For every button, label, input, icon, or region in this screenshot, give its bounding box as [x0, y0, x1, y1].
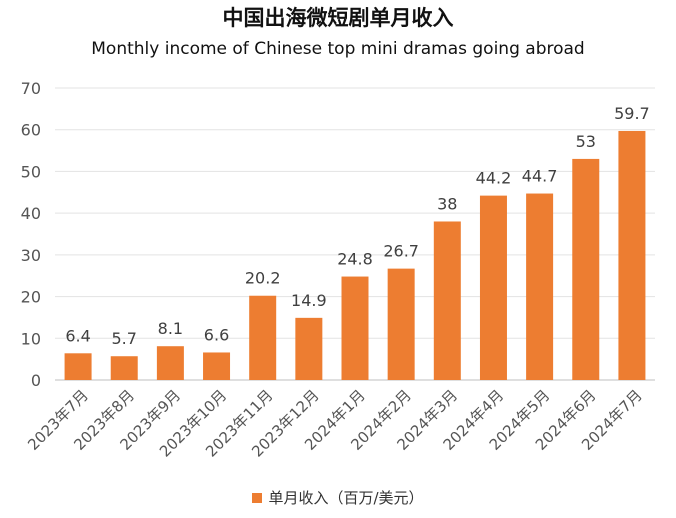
legend-swatch — [252, 492, 263, 503]
chart-title: 中国出海微短剧单月收入 — [222, 6, 454, 30]
y-tick-label: 30 — [21, 246, 41, 265]
data-label: 6.6 — [204, 325, 229, 344]
bar — [203, 352, 231, 380]
data-label: 14.9 — [291, 291, 327, 310]
y-axis-ticks: 0 10 20 30 40 50 60 70 — [21, 79, 41, 390]
bar — [387, 268, 415, 380]
bar — [295, 317, 323, 380]
bar — [156, 346, 184, 380]
y-tick-label: 40 — [21, 204, 41, 223]
y-tick-label: 60 — [21, 121, 41, 140]
y-tick-label: 20 — [21, 288, 41, 307]
bars — [64, 130, 646, 380]
data-label: 53 — [576, 132, 596, 151]
bar — [479, 195, 507, 380]
data-label: 20.2 — [245, 269, 281, 288]
legend-label: 单月收入（百万/美元） — [268, 489, 424, 507]
bar — [249, 295, 277, 380]
data-label: 59.7 — [614, 104, 650, 123]
legend: 单月收入（百万/美元） — [0, 487, 676, 508]
data-label: 26.7 — [383, 242, 419, 261]
data-label: 38 — [437, 194, 457, 213]
bar — [341, 276, 369, 380]
data-label: 6.4 — [65, 326, 90, 345]
bar — [64, 353, 92, 380]
data-label: 44.7 — [522, 167, 558, 186]
y-tick-label: 70 — [21, 79, 41, 98]
bar — [110, 356, 138, 380]
data-label: 24.8 — [337, 250, 373, 269]
x-axis-ticks: 2023年7月2023年8月2023年9月2023年10月2023年11月202… — [24, 386, 646, 460]
bar — [433, 221, 461, 380]
data-label: 44.2 — [476, 169, 512, 188]
data-labels: 6.4 5.7 8.1 6.6 20.2 14.9 24.8 26.7 38 44.2 44.7 53… — [65, 104, 649, 348]
bar — [526, 193, 554, 380]
y-tick-label: 0 — [31, 371, 41, 390]
y-tick-label: 10 — [21, 329, 41, 348]
y-tick-label: 50 — [21, 162, 41, 181]
chart-subtitle: Monthly income of Chinese top mini drama… — [91, 39, 585, 59]
data-label: 5.7 — [112, 329, 137, 348]
bar — [618, 130, 646, 380]
bar-chart: 0 10 20 30 40 50 60 70 6.4 5.7 8.1 6.6 20.2 14.9 24.8… — [21, 79, 655, 461]
bar — [572, 158, 600, 380]
data-label: 8.1 — [158, 319, 183, 338]
